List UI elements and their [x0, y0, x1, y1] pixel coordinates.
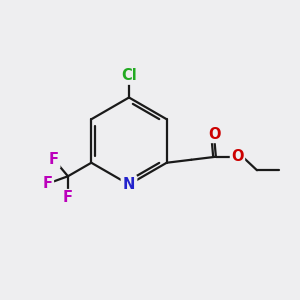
Text: O: O: [231, 149, 244, 164]
Text: N: N: [123, 177, 135, 192]
Text: O: O: [208, 127, 220, 142]
Text: F: F: [49, 152, 59, 167]
Text: Cl: Cl: [121, 68, 137, 83]
Text: F: F: [63, 190, 73, 206]
Text: F: F: [43, 176, 52, 191]
